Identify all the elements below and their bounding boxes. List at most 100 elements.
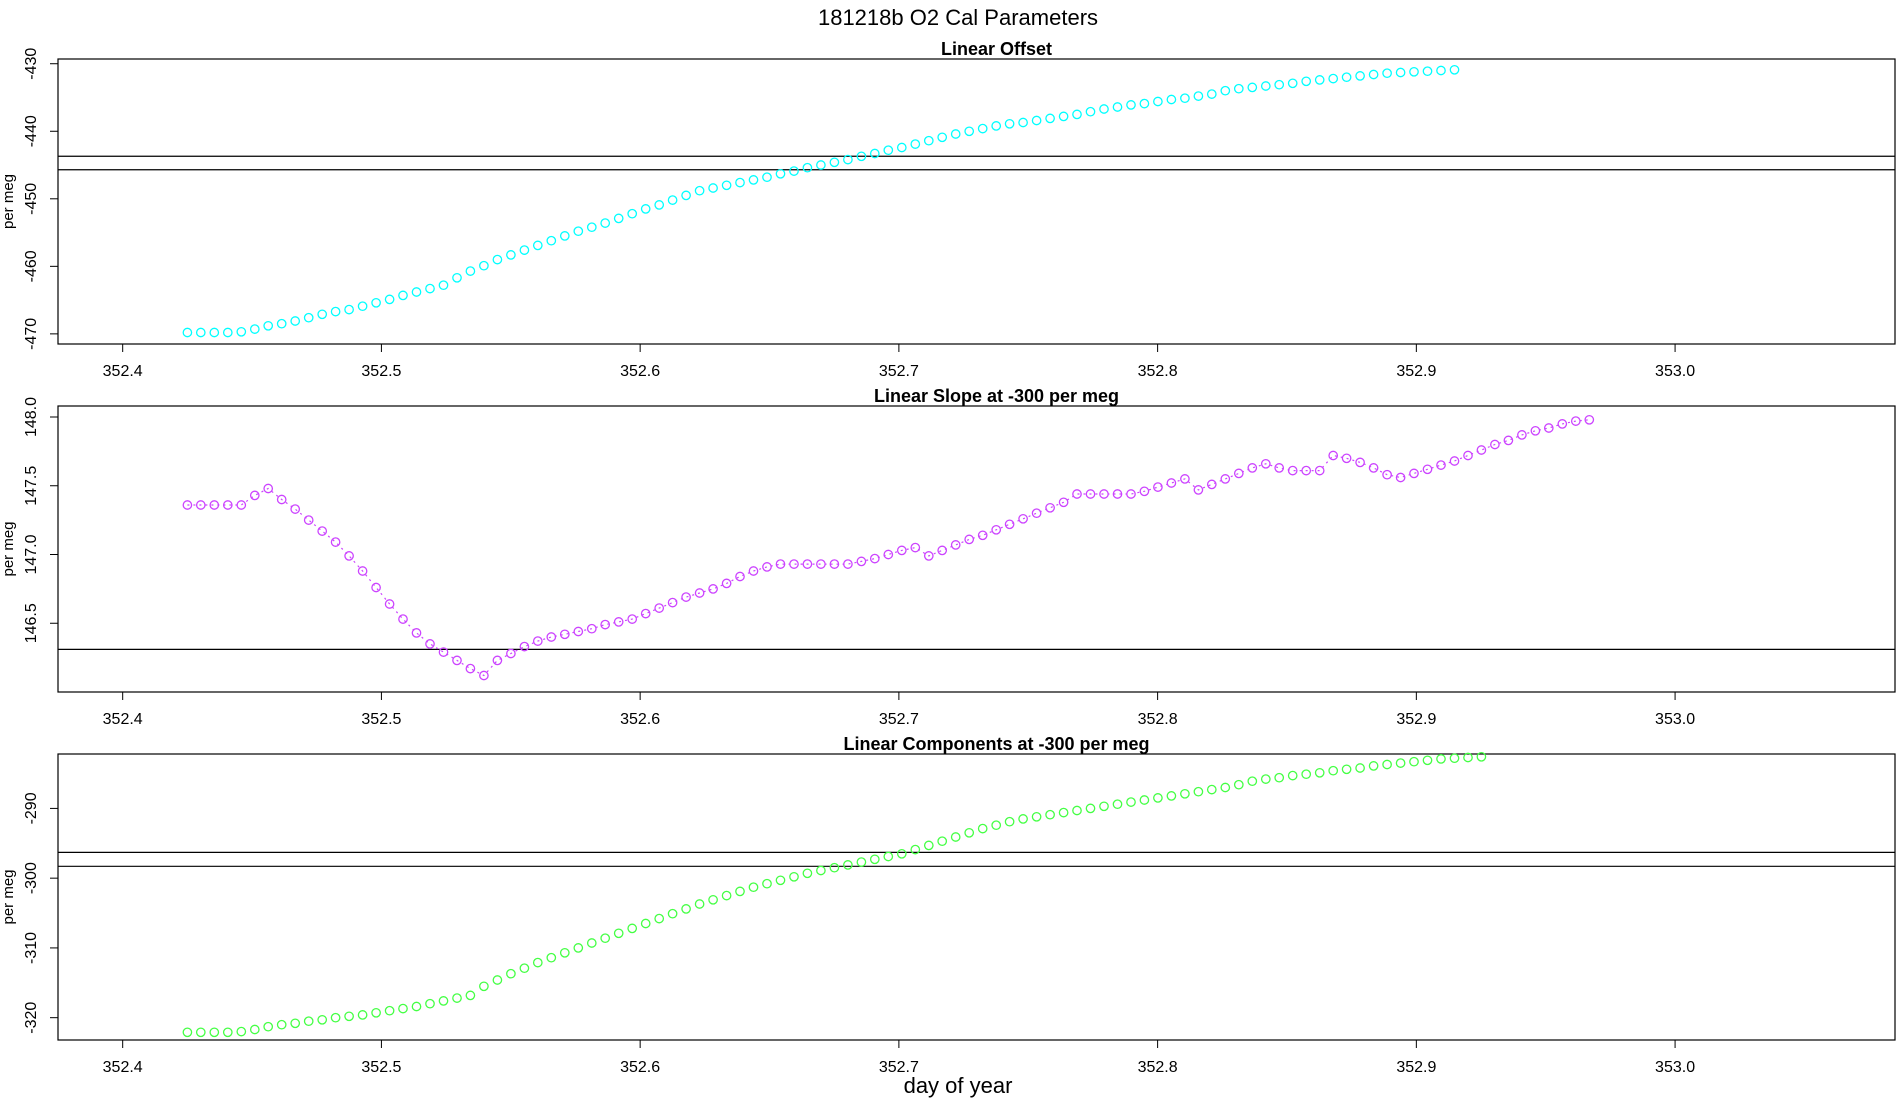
data-point xyxy=(910,542,921,553)
data-point xyxy=(1409,468,1419,479)
data-point xyxy=(910,139,921,149)
data-point xyxy=(964,126,975,137)
data-point xyxy=(1409,756,1419,767)
data-point xyxy=(1449,456,1460,466)
data-point xyxy=(1031,115,1042,126)
x-tick-label: 352.7 xyxy=(879,711,919,728)
data-point xyxy=(1018,814,1028,824)
data-point xyxy=(1045,502,1055,513)
data-point xyxy=(303,312,314,323)
data-point xyxy=(896,142,907,153)
data-point xyxy=(869,854,880,865)
data-point xyxy=(1287,770,1298,781)
data-point xyxy=(896,545,907,556)
data-point xyxy=(398,614,408,624)
y-tick-label: 148.0 xyxy=(23,397,40,437)
y-tick-label: -450 xyxy=(23,183,40,215)
data-point xyxy=(586,222,597,233)
data-point xyxy=(694,185,705,196)
data-point xyxy=(640,204,651,214)
y-axis-label: per meg xyxy=(0,869,17,924)
data-point xyxy=(640,608,651,619)
data-point xyxy=(1368,69,1379,80)
data-point xyxy=(991,820,1002,831)
data-point xyxy=(1247,463,1258,473)
data-point xyxy=(735,886,745,897)
data-point xyxy=(519,245,530,255)
data-point xyxy=(1368,463,1379,473)
data-point xyxy=(303,1016,314,1027)
data-point xyxy=(843,154,853,165)
data-point xyxy=(721,578,732,589)
y-tick-label: -470 xyxy=(23,318,40,350)
data-point xyxy=(613,928,624,939)
data-point xyxy=(195,500,206,510)
data-point xyxy=(708,584,718,594)
data-point xyxy=(654,200,665,210)
data-point xyxy=(411,1001,422,1012)
data-point xyxy=(991,524,1002,535)
x-tick-label: 352.4 xyxy=(103,711,143,728)
data-point xyxy=(573,626,584,637)
data-point xyxy=(411,628,422,638)
data-point xyxy=(573,226,584,237)
data-point xyxy=(1206,89,1217,99)
data-point xyxy=(465,990,476,1001)
data-point xyxy=(1153,482,1163,492)
data-point xyxy=(1368,761,1379,771)
data-point xyxy=(923,135,934,146)
data-point xyxy=(195,327,206,338)
y-tick-label: 146.5 xyxy=(23,603,40,643)
data-point xyxy=(1031,508,1042,519)
data-point xyxy=(1355,71,1365,81)
data-point xyxy=(694,588,705,598)
data-point xyxy=(762,878,772,889)
data-point xyxy=(1233,83,1244,94)
data-point xyxy=(492,254,503,265)
panel-linear-slope: Linear Slope at -300 per meg per meg 352.4… xyxy=(0,386,1896,728)
data-point xyxy=(290,316,301,326)
data-point xyxy=(357,301,368,312)
x-tick-label: 353.0 xyxy=(1655,1059,1695,1076)
x-tick-label: 352.7 xyxy=(879,363,919,380)
data-point xyxy=(425,998,435,1009)
data-point xyxy=(1193,485,1204,495)
data-point xyxy=(1395,472,1406,483)
data-point xyxy=(1314,767,1325,778)
data-point xyxy=(1463,752,1473,763)
data-point xyxy=(1409,66,1419,77)
data-point xyxy=(411,287,422,297)
panel-linear-offset: Linear Offset per meg 352.4 352.5 352.6 352.7… xyxy=(0,39,1896,380)
data-point xyxy=(182,500,193,510)
data-point xyxy=(1476,445,1487,455)
data-point xyxy=(384,294,395,305)
series-line xyxy=(187,419,1590,677)
data-point xyxy=(1058,497,1069,508)
data-point xyxy=(1247,776,1258,787)
data-point xyxy=(1436,460,1446,470)
data-point xyxy=(1328,73,1339,84)
data-point xyxy=(452,993,462,1003)
y-tick-label: -320 xyxy=(23,1002,40,1034)
data-point xyxy=(249,1024,260,1035)
x-tick-label: 352.7 xyxy=(879,1059,919,1076)
x-tick-label: 352.9 xyxy=(1396,711,1436,728)
data-point xyxy=(1126,100,1136,110)
data-point xyxy=(479,260,489,271)
data-point xyxy=(1260,774,1271,784)
data-point xyxy=(1072,805,1082,816)
data-point xyxy=(1018,513,1028,524)
data-point xyxy=(1530,425,1541,436)
data-point xyxy=(249,490,260,501)
data-point xyxy=(1126,489,1136,499)
data-point xyxy=(775,875,786,886)
data-point xyxy=(735,177,745,188)
data-point xyxy=(1355,457,1365,468)
data-point xyxy=(964,827,975,838)
data-point xyxy=(492,975,503,985)
data-point xyxy=(1557,419,1568,429)
data-point xyxy=(1166,94,1177,105)
data-point xyxy=(1382,469,1392,480)
data-point xyxy=(789,871,799,882)
